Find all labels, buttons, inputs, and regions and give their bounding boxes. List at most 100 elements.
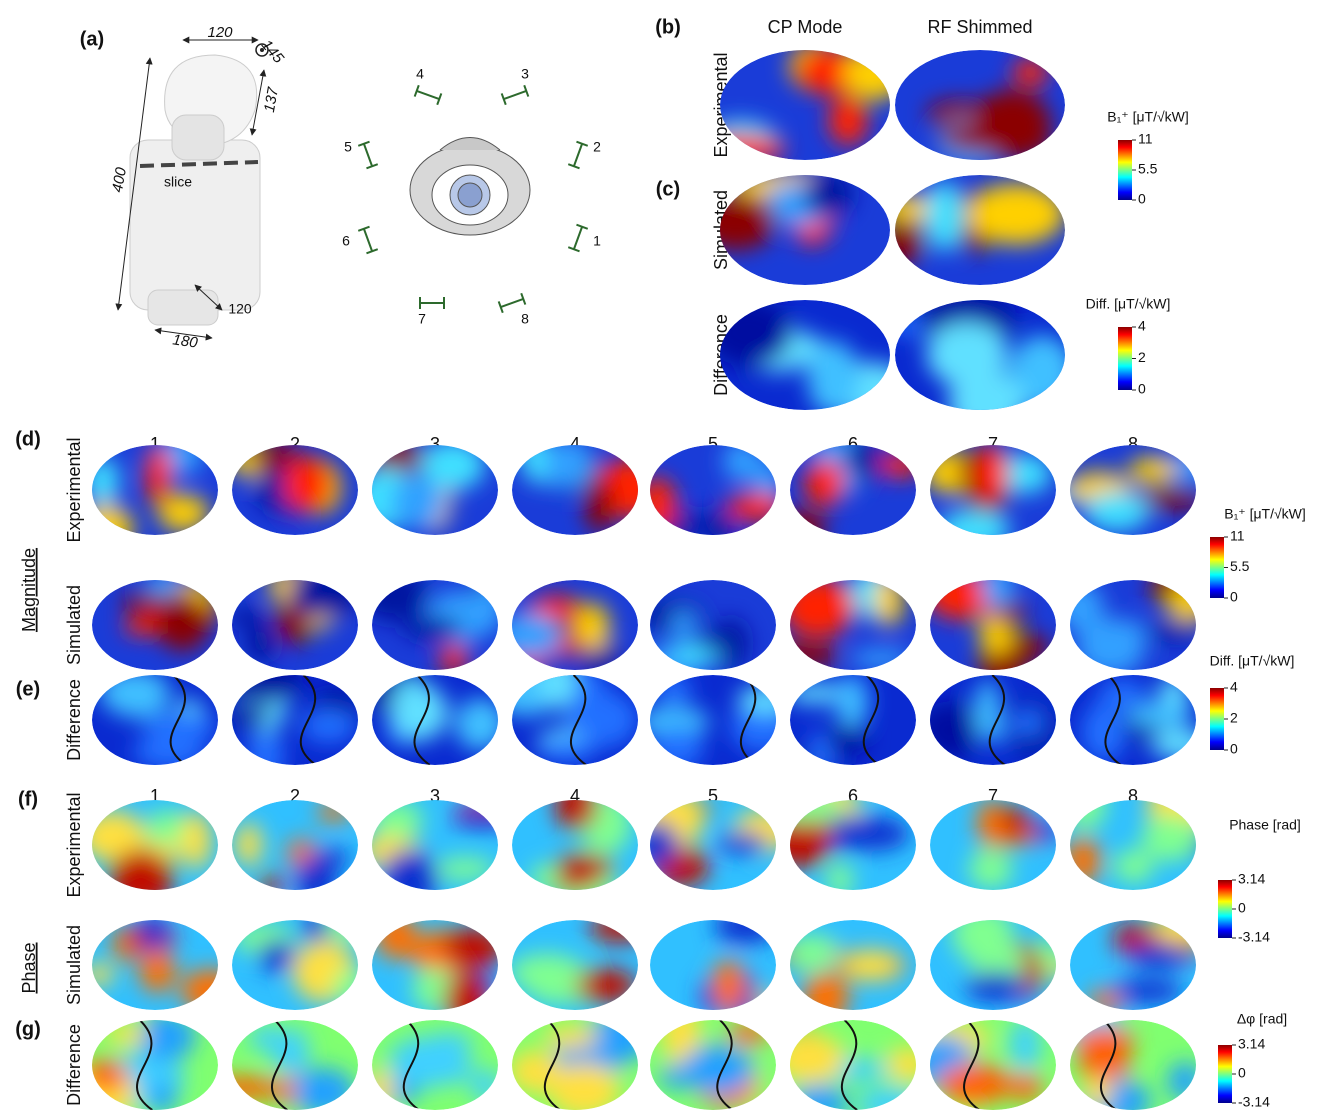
field-blob	[843, 951, 899, 980]
field-blob	[803, 973, 849, 1024]
colorbar-title: B₁⁺ [μT/√kW]	[1224, 506, 1306, 522]
coil-array-drawing	[410, 138, 530, 236]
field-blob	[788, 934, 835, 972]
field-map	[232, 800, 358, 910]
field-blob	[1074, 1027, 1135, 1055]
colorbar-tick-label: 3.14	[1238, 1036, 1265, 1052]
colorbar-title: Phase [rad]	[1229, 817, 1301, 833]
field-map	[372, 912, 504, 1027]
field-blob	[1129, 457, 1177, 484]
field-blob	[235, 823, 262, 866]
field-map	[345, 1020, 501, 1110]
field-blob	[139, 948, 175, 992]
field-map	[84, 912, 238, 1012]
field-blob	[390, 684, 448, 741]
field-map	[895, 50, 1065, 166]
field-map	[650, 1003, 776, 1110]
field-blob	[1167, 1062, 1202, 1101]
field-blob	[424, 1053, 474, 1084]
dimension-label: 120	[207, 24, 233, 41]
field-blob	[652, 728, 704, 769]
colorbar-tick-label: 4	[1138, 318, 1146, 334]
field-blob	[851, 649, 911, 668]
colorbar-title: Δφ [rad]	[1237, 1011, 1287, 1027]
colorbar-title: Diff. [μT/√kW]	[1210, 653, 1295, 669]
row-label: Experimental	[64, 437, 84, 542]
coil	[568, 225, 587, 252]
slice-label: slice	[164, 174, 192, 190]
field-blob	[1127, 702, 1192, 727]
coil-element	[502, 85, 529, 104]
field-blob	[99, 669, 171, 715]
group-label: Phase	[19, 942, 39, 993]
field-map	[767, 782, 916, 899]
colorbar-title: Diff. [μT/√kW]	[1086, 296, 1171, 312]
field-blob	[1076, 618, 1145, 676]
field-map	[360, 562, 505, 673]
field-blob	[880, 453, 919, 478]
colorbar-tick-label: 4	[1230, 679, 1238, 695]
field-blob	[226, 608, 266, 626]
coil	[415, 85, 442, 104]
field-blob	[259, 876, 285, 895]
field-map	[777, 920, 916, 1023]
field-map	[232, 909, 368, 1010]
coil-element	[568, 142, 587, 169]
colorbar-tick-label: 0	[1238, 900, 1246, 916]
field-map	[926, 564, 1056, 694]
field-blob	[141, 912, 166, 952]
field-blob	[968, 183, 1065, 244]
field-blob	[249, 1025, 282, 1051]
coil-label: 6	[342, 233, 350, 249]
field-blob	[301, 709, 356, 743]
field-blob	[84, 964, 114, 986]
field-map	[509, 1006, 658, 1115]
colorbar-tick-label: 2	[1138, 349, 1146, 365]
coil	[358, 142, 377, 169]
phantom-drawing	[118, 40, 268, 338]
field-map	[1052, 445, 1216, 535]
field-blob	[391, 477, 445, 529]
field-map	[231, 442, 358, 535]
field-map	[925, 444, 1056, 551]
field-blob	[258, 940, 296, 972]
colorbar-tick-label: 0	[1138, 191, 1146, 207]
field-blob	[206, 1077, 281, 1100]
dimension-label: 120	[228, 301, 252, 317]
field-map	[650, 908, 778, 1027]
field-blob	[531, 864, 560, 892]
field-blob	[922, 701, 978, 761]
field-blob	[1151, 730, 1215, 760]
row-label: Difference	[64, 679, 84, 761]
field-blob	[575, 969, 635, 1003]
field-blob	[455, 698, 506, 750]
colorbar	[1210, 537, 1224, 598]
field-blob	[325, 909, 366, 941]
field-blob	[539, 739, 595, 763]
field-blob	[369, 441, 424, 474]
dimension-label: 400	[109, 165, 130, 193]
panel-label: (e)	[16, 678, 40, 700]
field-blob	[1112, 979, 1183, 1004]
colorbar	[1210, 688, 1224, 750]
field-blob	[284, 456, 332, 513]
field-map	[930, 905, 1079, 1010]
field-blob	[1065, 838, 1100, 884]
field-blob	[435, 858, 495, 880]
field-blob	[452, 810, 515, 829]
figure: (a)120145137400120180slice12345678(b)(c)…	[0, 0, 1320, 1115]
field-blob	[105, 1024, 147, 1045]
colorbar-tick-label: 0	[1230, 589, 1238, 605]
field-blob	[332, 969, 368, 1003]
field-blob	[671, 611, 697, 637]
field-blob	[444, 972, 490, 1027]
field-blob	[402, 617, 461, 639]
field-blob	[1129, 943, 1189, 969]
field-blob	[974, 679, 1000, 742]
row-label: Experimental	[64, 792, 84, 897]
field-map	[80, 434, 218, 552]
field-blob	[297, 853, 338, 911]
coil-label: 1	[593, 233, 601, 249]
field-blob	[807, 341, 859, 416]
panel-label: (c)	[656, 178, 680, 200]
